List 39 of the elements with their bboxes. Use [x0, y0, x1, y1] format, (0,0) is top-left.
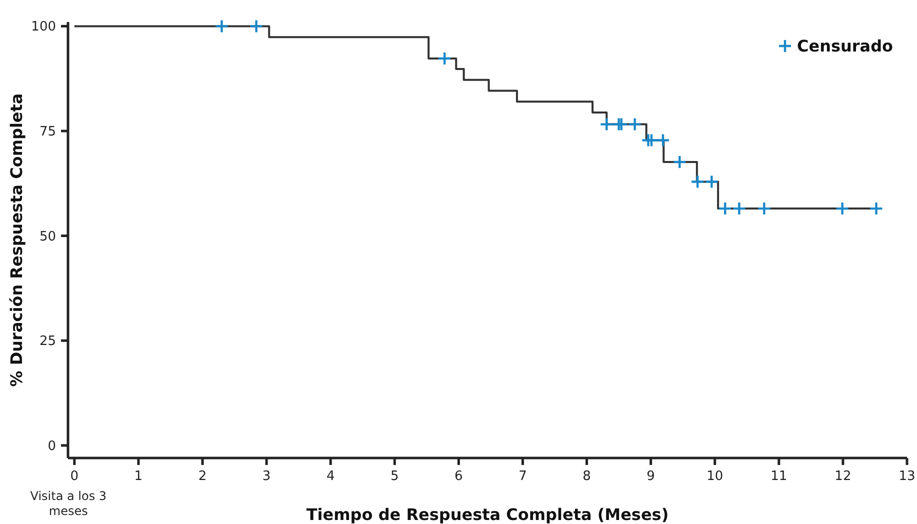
x-tick-label: 13 [898, 469, 916, 484]
x-tick-label: 1 [134, 469, 143, 484]
x-tick-label: 3 [262, 469, 271, 484]
x-tick-label: 11 [770, 469, 788, 484]
point [718, 201, 732, 216]
y-axis-title: % Duración Respuesta Completa [7, 93, 26, 387]
y-tick-label: 100 [31, 20, 56, 35]
y-tick-label: 25 [39, 334, 56, 350]
x-tick-label: 2 [198, 469, 207, 484]
point [437, 51, 452, 66]
y-tick-label: 75 [39, 124, 56, 140]
x-tick-label: 6 [454, 469, 463, 484]
point [600, 117, 614, 132]
x-tick-label: 10 [706, 469, 724, 484]
y-tick-label: 0 [48, 438, 56, 454]
y-tick-label: 50 [39, 229, 56, 244]
point [732, 201, 746, 216]
point [614, 117, 628, 132]
x-tick-label: 7 [518, 469, 527, 484]
x-tick-label: 4 [326, 469, 335, 484]
x-tick-label: 9 [646, 469, 655, 484]
x-tick-label: 0 [70, 469, 79, 484]
point [214, 19, 229, 34]
point [704, 174, 719, 189]
text: Visita a los 3 meses [30, 489, 107, 518]
x-tick-label: 12 [834, 469, 852, 484]
point [628, 117, 642, 132]
x-axis-title: Tiempo de Respuesta Completa (Meses) [306, 505, 669, 524]
x-tick-label: 8 [582, 469, 591, 484]
point [249, 19, 264, 34]
point [644, 133, 659, 148]
x-tick-label: 5 [390, 469, 399, 484]
point [835, 201, 850, 216]
point [656, 133, 670, 148]
point [672, 154, 687, 170]
point [757, 201, 772, 216]
point [690, 174, 705, 189]
legend-label: Censurado [797, 36, 894, 56]
point [869, 201, 884, 216]
